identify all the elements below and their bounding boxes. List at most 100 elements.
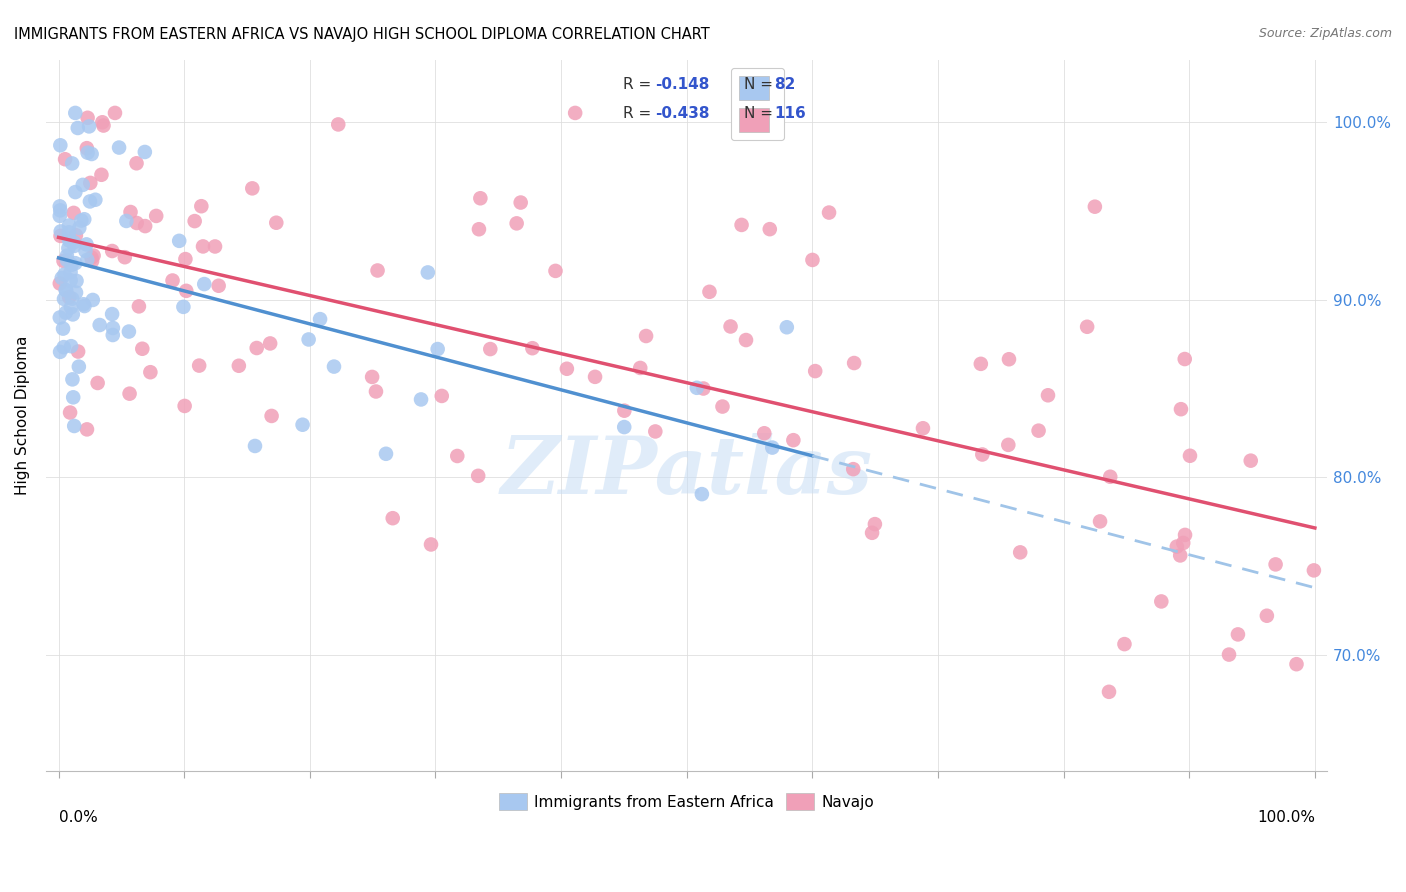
Point: [76, 141, 98, 155]
Point: [125, 216, 148, 230]
Point: [259, 336, 281, 351]
Point: [804, 364, 827, 378]
Point: [125, 156, 148, 170]
Point: [690, 487, 713, 501]
Point: [644, 425, 666, 439]
Point: [505, 216, 527, 230]
Point: [266, 216, 288, 230]
Point: [204, 239, 226, 253]
Point: [58, 234, 80, 248]
Point: [1099, 469, 1122, 483]
Point: [58, 219, 80, 233]
Point: [55, 305, 77, 319]
Point: [172, 300, 194, 314]
Point: [191, 239, 214, 253]
Text: R =: R =: [623, 106, 655, 120]
Point: [364, 384, 387, 399]
Point: [52, 340, 75, 354]
Point: [114, 250, 136, 264]
Point: [522, 341, 544, 355]
Point: [613, 420, 636, 434]
Point: [1098, 685, 1121, 699]
Text: ZIPatlas: ZIPatlas: [501, 434, 873, 511]
Point: [89, 318, 111, 332]
Point: [208, 278, 231, 293]
Point: [108, 140, 131, 154]
Point: [1226, 627, 1249, 641]
Point: [91, 115, 114, 129]
Point: [79, 176, 101, 190]
Point: [1166, 540, 1188, 554]
Point: [1302, 563, 1324, 577]
Point: [49, 224, 72, 238]
Point: [66, 120, 89, 135]
Point: [997, 438, 1019, 452]
Point: [782, 433, 804, 447]
Point: [76, 145, 98, 160]
Point: [188, 359, 211, 373]
Point: [139, 365, 162, 379]
Point: [298, 333, 321, 347]
Point: [776, 320, 799, 334]
Point: [83, 249, 105, 263]
Point: [65, 185, 87, 199]
Point: [860, 525, 883, 540]
Point: [120, 205, 142, 219]
Point: [1150, 594, 1173, 608]
Point: [1076, 319, 1098, 334]
Point: [416, 265, 439, 279]
Point: [613, 403, 636, 417]
Point: [55, 283, 77, 297]
Text: 0.0%: 0.0%: [59, 810, 97, 825]
Point: [863, 517, 886, 532]
Point: [62, 390, 84, 404]
Point: [55, 283, 77, 297]
Point: [60, 292, 83, 306]
Point: [699, 285, 721, 299]
Point: [62, 372, 84, 386]
Point: [628, 360, 651, 375]
Point: [730, 218, 752, 232]
Point: [911, 421, 934, 435]
Point: [426, 342, 449, 356]
Point: [686, 381, 709, 395]
Point: [309, 312, 332, 326]
Point: [101, 244, 124, 258]
Text: R =: R =: [623, 78, 655, 93]
Point: [52, 321, 75, 335]
Point: [555, 361, 578, 376]
Point: [65, 285, 87, 300]
Point: [52, 254, 75, 268]
Point: [420, 537, 443, 551]
Point: [118, 325, 141, 339]
Point: [56, 249, 79, 263]
Point: [544, 264, 567, 278]
Point: [62, 307, 84, 321]
Point: [446, 449, 468, 463]
Point: [115, 214, 138, 228]
Point: [58, 241, 80, 255]
Point: [49, 138, 72, 153]
Point: [67, 220, 90, 235]
Point: [818, 205, 841, 219]
Point: [93, 119, 115, 133]
Point: [128, 299, 150, 313]
Point: [145, 209, 167, 223]
Point: [228, 359, 250, 373]
Legend: Immigrants from Eastern Africa, Navajo: Immigrants from Eastern Africa, Navajo: [494, 787, 880, 816]
Point: [80, 251, 103, 265]
Point: [72, 178, 94, 192]
Point: [53, 268, 76, 282]
Point: [65, 106, 87, 120]
Point: [1036, 388, 1059, 402]
Point: [51, 271, 73, 285]
Point: [1174, 528, 1197, 542]
Text: -0.148: -0.148: [655, 78, 709, 93]
Point: [134, 219, 156, 233]
Point: [76, 252, 98, 267]
Point: [73, 212, 96, 227]
Point: [65, 256, 87, 270]
Point: [49, 203, 72, 218]
Point: [720, 319, 742, 334]
Point: [58, 290, 80, 304]
